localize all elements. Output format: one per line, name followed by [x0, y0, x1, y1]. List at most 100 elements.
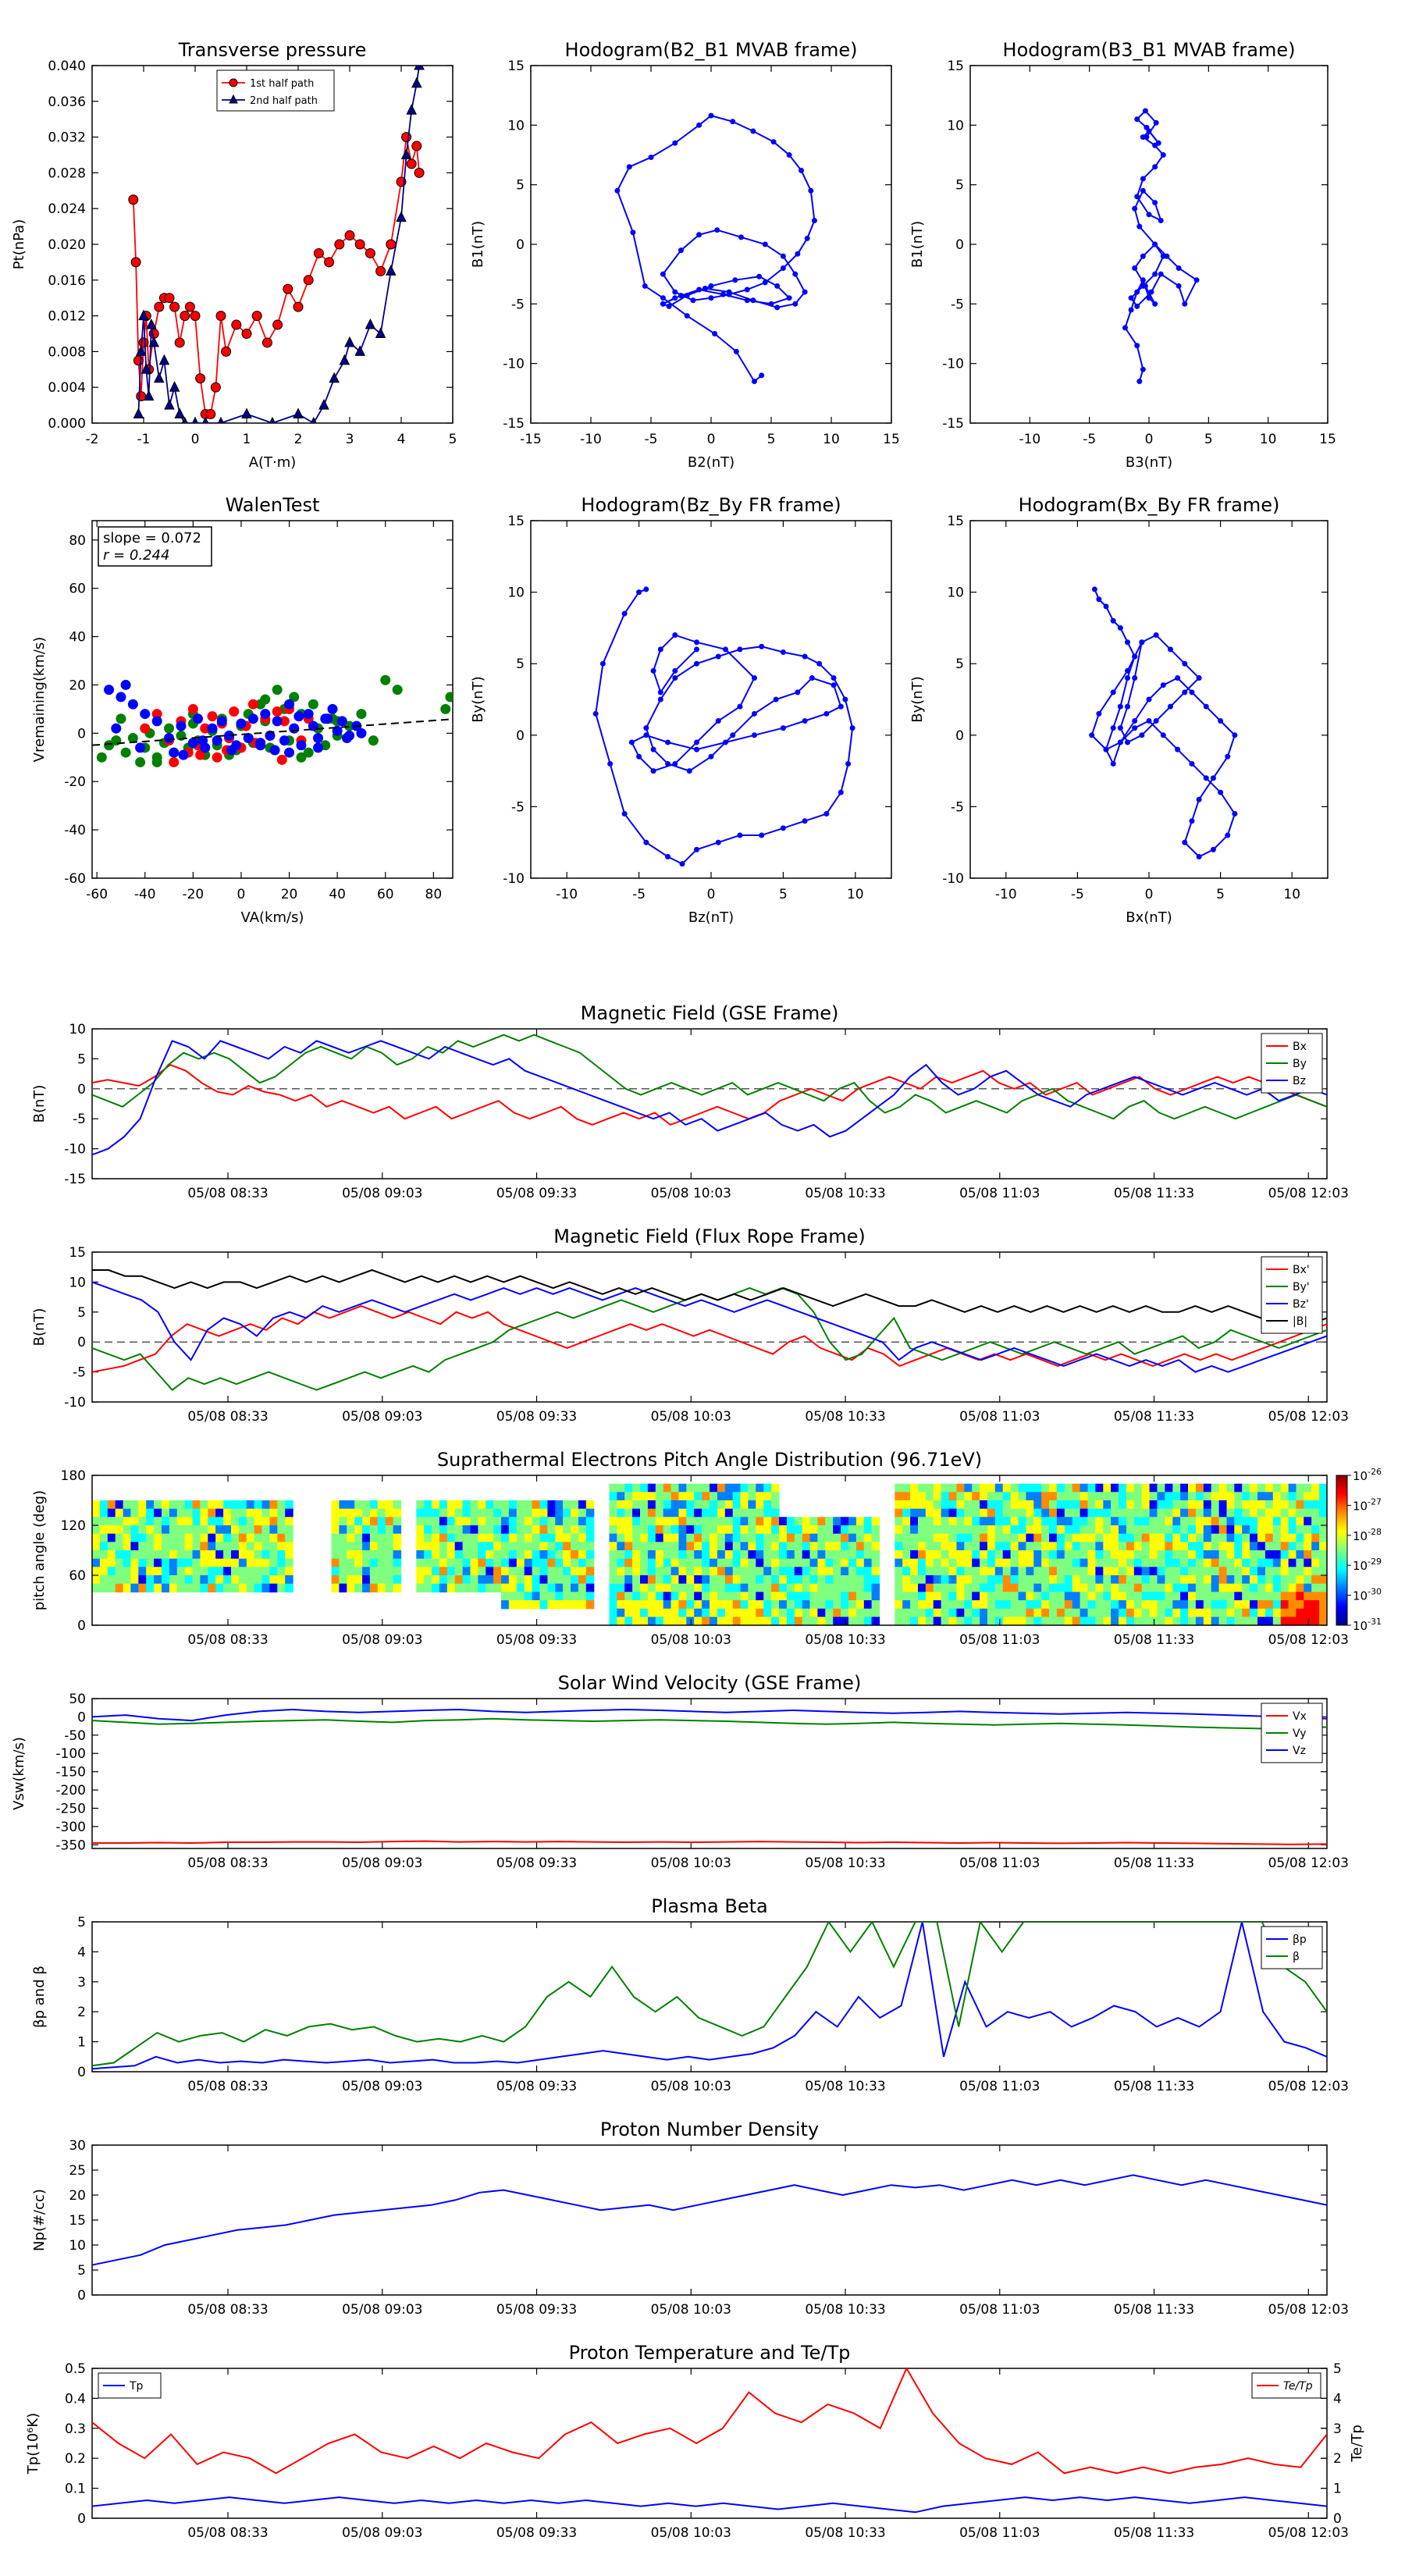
pad-cell — [972, 1575, 980, 1585]
h3-point — [628, 739, 635, 745]
vsw-time-label: 05/08 09:03 — [342, 1856, 422, 1871]
h2-xlabel: B3(nT) — [1126, 454, 1172, 471]
pad-cell — [532, 1592, 541, 1601]
h4-point — [1096, 596, 1102, 603]
pad-cell — [670, 1542, 680, 1551]
pad-cell — [918, 1533, 927, 1542]
pad-cell — [710, 1525, 718, 1535]
pad-cell — [285, 1500, 293, 1510]
h1-point — [780, 265, 786, 272]
pt-point-triangle — [385, 265, 397, 276]
pad-cell — [863, 1600, 873, 1610]
pad-cell — [571, 1583, 579, 1592]
pad-cell — [238, 1550, 247, 1560]
pad-cell — [694, 1567, 702, 1576]
h1-point — [768, 301, 774, 307]
pad-cell — [980, 1592, 988, 1601]
pad-cell — [724, 1508, 734, 1517]
pad-cell — [809, 1542, 818, 1551]
pad-cell — [1242, 1500, 1250, 1510]
pad-cell — [200, 1517, 208, 1526]
pad-cell — [710, 1508, 718, 1517]
pad-cell — [1288, 1608, 1297, 1617]
pad-cell — [640, 1483, 649, 1493]
pad-cell — [578, 1533, 587, 1542]
pad-cell — [1041, 1617, 1050, 1625]
h2-point — [1158, 217, 1164, 223]
pad-cell — [647, 1608, 656, 1617]
h4-point — [1132, 725, 1138, 731]
pad-cell — [1264, 1567, 1274, 1576]
h3-trace — [595, 588, 854, 865]
pad-cell — [624, 1617, 633, 1625]
pad-cell — [1126, 1525, 1135, 1535]
pad-cell — [1250, 1508, 1258, 1517]
pad-cell — [1141, 1600, 1151, 1610]
pad-cell — [223, 1525, 232, 1535]
pad-cell — [817, 1558, 826, 1567]
walen-point — [169, 756, 180, 767]
pad-cell — [462, 1508, 471, 1517]
pad-cell — [154, 1542, 162, 1551]
pad-cell — [1064, 1583, 1073, 1592]
pad-cell — [1226, 1592, 1235, 1601]
pad-cell — [779, 1583, 788, 1592]
pad-cell — [848, 1600, 857, 1610]
h1-point — [750, 297, 756, 304]
pad-cell — [486, 1500, 494, 1510]
pad-cell — [617, 1542, 625, 1551]
pad-cell — [261, 1525, 270, 1535]
pt-xtick-label: 0 — [191, 432, 200, 447]
h3-point — [657, 696, 663, 703]
bgse-title: Magnetic Field (GSE Frame) — [581, 1002, 839, 1024]
pad-cell — [956, 1500, 965, 1510]
pad-cell — [1049, 1483, 1058, 1493]
h1-point — [672, 295, 678, 301]
pad-cell — [1257, 1550, 1266, 1560]
pad-cell — [640, 1608, 649, 1617]
pad-cell — [994, 1600, 1004, 1610]
pad-cell — [1188, 1492, 1197, 1501]
pad-cell — [1250, 1558, 1258, 1567]
pt-point-triangle — [406, 104, 418, 115]
beta-time-label: 05/08 10:03 — [651, 2079, 731, 2094]
pad-cell — [863, 1617, 873, 1625]
pad-cell — [1280, 1567, 1289, 1576]
tp-ytick-label: 0.3 — [65, 2421, 86, 2437]
pad-cell — [941, 1567, 950, 1576]
h3-point — [715, 717, 721, 724]
pad-cell — [578, 1508, 587, 1517]
pad-cell — [1133, 1608, 1143, 1617]
pad-cell — [825, 1608, 834, 1617]
h4-title: Hodogram(Bx_By FR frame) — [1019, 494, 1280, 516]
pad-cell — [972, 1608, 980, 1617]
pad-cell — [585, 1550, 595, 1560]
pad-cell — [841, 1533, 849, 1542]
pad-cell — [871, 1600, 880, 1610]
h4-point — [1132, 675, 1138, 681]
pad-cell — [1080, 1600, 1089, 1610]
pad-cell — [1049, 1500, 1058, 1510]
pad-cell — [724, 1592, 734, 1601]
pad-cell — [1133, 1592, 1143, 1601]
pad-cell — [1296, 1583, 1304, 1592]
pad-cell — [446, 1575, 456, 1585]
pad-cell — [632, 1600, 641, 1610]
pad-cell — [640, 1533, 649, 1542]
pad-cell — [895, 1533, 903, 1542]
pad-cell — [1095, 1558, 1104, 1567]
pad-cell — [446, 1542, 456, 1551]
pt-ytick-label: 0.008 — [48, 344, 86, 360]
pad-cell — [416, 1567, 425, 1576]
walen-point — [279, 716, 290, 727]
pad-cell — [1049, 1542, 1058, 1551]
pad-cell — [154, 1500, 162, 1510]
h4-trace — [1090, 589, 1236, 858]
pad-cell — [347, 1583, 355, 1592]
pad-cell — [609, 1583, 617, 1592]
pad-cell — [192, 1575, 201, 1585]
pad-cell — [1133, 1533, 1143, 1542]
h4-ytick-label: 5 — [955, 656, 964, 672]
h3-point — [737, 832, 743, 838]
pad-cell — [841, 1592, 849, 1601]
